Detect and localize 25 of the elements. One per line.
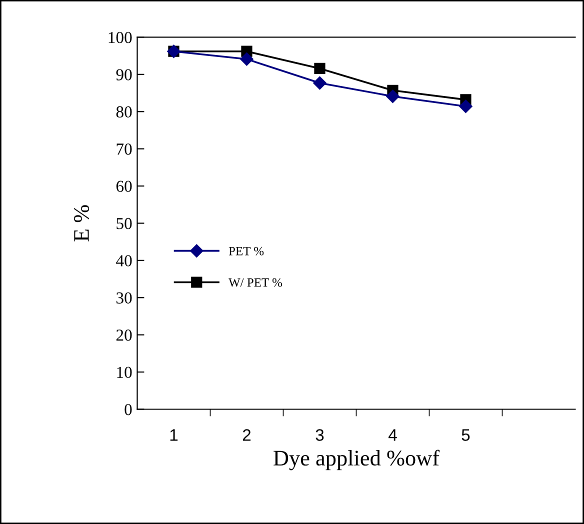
y-tick-label: 100 — [108, 32, 132, 44]
y-tick-label: 30 — [116, 292, 132, 304]
y-tick-label: 60 — [116, 180, 132, 192]
y-tick-label: 80 — [116, 106, 132, 118]
x-tick-label: 2 — [242, 429, 251, 441]
y-tick-label: 40 — [116, 255, 132, 266]
point — [240, 52, 254, 66]
x-tick-label: 4 — [388, 429, 397, 441]
y-tick-label: 20 — [116, 330, 132, 341]
y-axis-title: E % — [74, 205, 90, 242]
y-tick-label: 90 — [116, 69, 132, 80]
x-axis-title: Dye applied %owf — [274, 450, 440, 470]
point — [386, 90, 400, 103]
point — [313, 76, 326, 90]
y-tick-label: 70 — [116, 144, 132, 155]
legend-label: PET % — [228, 246, 264, 256]
point — [459, 100, 472, 113]
x-tick-label: 5 — [462, 429, 470, 441]
x-tick-label: 3 — [316, 429, 324, 441]
x-tick-label: 1 — [170, 429, 178, 441]
y-tick-label: 50 — [116, 218, 132, 230]
y-tick-label: 0 — [124, 404, 132, 416]
legend-label: W/ PET % — [228, 278, 282, 287]
point — [314, 62, 326, 74]
y-tick-label: 10 — [117, 366, 132, 378]
